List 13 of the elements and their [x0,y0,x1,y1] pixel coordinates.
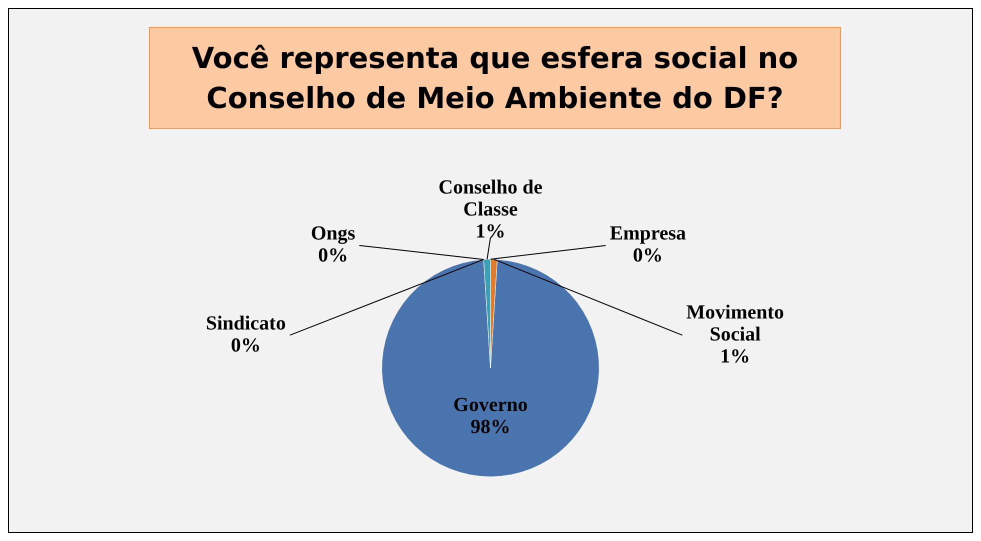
category-label: Empresa [610,222,686,245]
category-label: Ongs [310,222,356,245]
data-label: 1% [476,220,506,242]
slice-label: Governo [453,394,528,416]
slice-label: Conselho de Classe [438,176,543,220]
text: 0% [632,244,663,267]
slice-label: Movimento Social [686,301,784,346]
chart-title: Você representa que esfera social no Conselho de Meio Ambiente do DF? [149,27,841,129]
data-label: 1% [720,345,750,368]
category-label: Sindicato [206,312,286,334]
data-label: 98% [470,416,510,438]
text: 0% [230,334,261,356]
text: 0% [318,244,348,267]
